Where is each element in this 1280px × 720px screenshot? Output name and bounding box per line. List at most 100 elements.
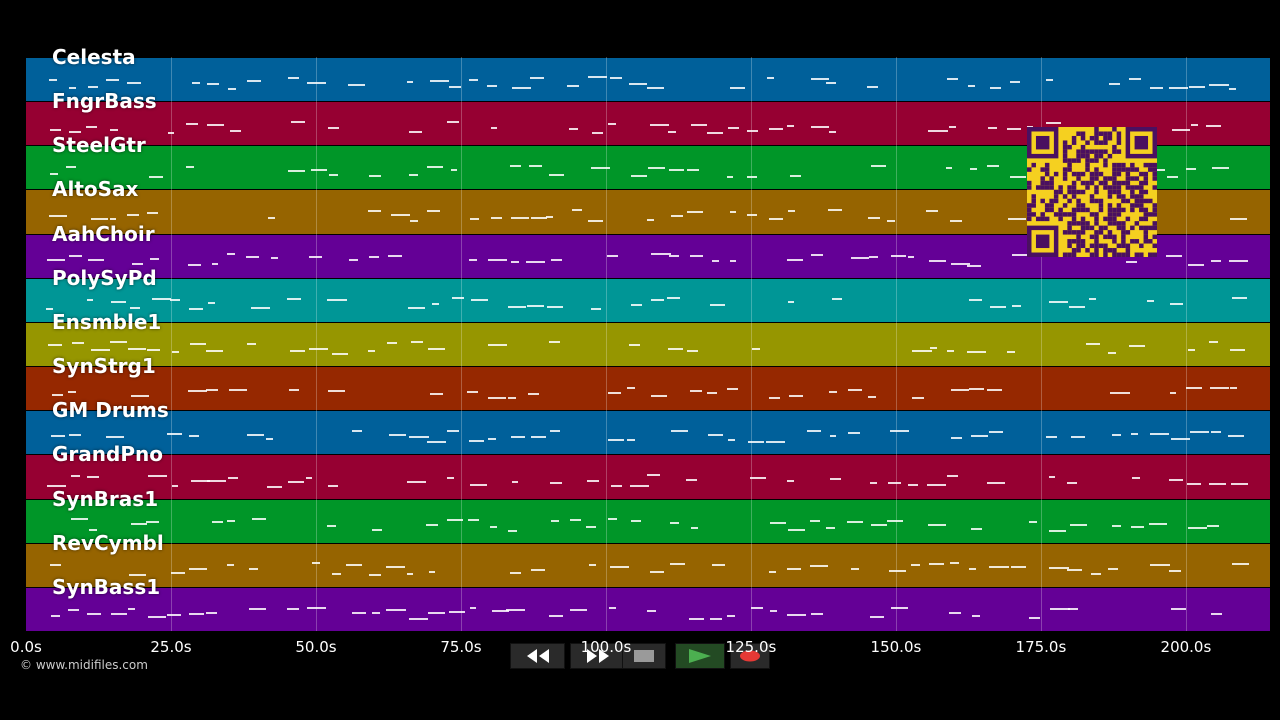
note-mark [928, 130, 948, 133]
note-mark [969, 387, 984, 390]
track-label: SynBras1 [52, 486, 159, 511]
note-mark [488, 397, 506, 400]
note-mark [130, 523, 148, 526]
track-lane[interactable] [26, 498, 1270, 543]
track-lane[interactable] [26, 542, 1270, 587]
note-mark [110, 341, 128, 344]
note-mark [388, 433, 406, 436]
note-mark [1046, 121, 1061, 124]
note-mark [471, 298, 488, 301]
note-mark [750, 606, 764, 609]
note-mark [527, 304, 545, 307]
track-lane[interactable] [26, 454, 1270, 499]
track-lane[interactable] [26, 277, 1270, 322]
note-mark [346, 563, 362, 566]
note-mark [46, 484, 66, 487]
note-mark [148, 474, 168, 477]
play-button[interactable] [675, 643, 725, 669]
note-mark [227, 477, 239, 480]
note-mark [130, 306, 141, 309]
note-mark [589, 563, 596, 566]
note-mark [188, 612, 205, 615]
note-mark [469, 484, 488, 487]
track-lane[interactable] [26, 57, 1270, 102]
note-mark [387, 254, 403, 257]
note-mark [406, 572, 414, 575]
note-mark [386, 565, 406, 568]
note-mark [1150, 433, 1170, 436]
note-mark [186, 122, 198, 125]
note-mark [68, 434, 81, 437]
note-mark [770, 522, 786, 525]
note-mark [247, 433, 265, 436]
note-mark [626, 438, 636, 441]
note-mark [1091, 573, 1102, 576]
note-mark [69, 86, 77, 89]
note-mark [1008, 217, 1026, 220]
note-mark [587, 219, 603, 222]
qr-code-graphic [1027, 127, 1157, 257]
note-mark [348, 259, 359, 262]
note-mark [509, 571, 521, 574]
note-mark [511, 435, 525, 438]
note-mark [51, 393, 63, 396]
note-mark [246, 342, 256, 345]
note-mark [990, 87, 1002, 90]
note-mark [147, 348, 160, 351]
note-mark [548, 341, 561, 344]
note-mark [1166, 255, 1182, 258]
note-mark [1211, 613, 1222, 616]
track-label: GM Drums [52, 398, 169, 423]
note-mark [468, 79, 479, 82]
track-label: FngrBass [52, 89, 157, 114]
note-mark [1067, 607, 1079, 610]
note-mark [1169, 303, 1183, 306]
note-mark [1168, 479, 1183, 482]
track-lane[interactable] [26, 321, 1270, 367]
note-mark [448, 86, 462, 89]
record-icon [740, 650, 760, 662]
note-mark [69, 131, 82, 133]
track-lane[interactable] [26, 366, 1270, 411]
note-mark [546, 306, 564, 309]
note-mark [187, 389, 207, 392]
note-mark [608, 518, 617, 521]
note-mark [727, 176, 734, 179]
note-mark [407, 306, 425, 309]
note-mark [667, 297, 681, 300]
note-mark [846, 521, 863, 524]
note-mark [49, 79, 57, 82]
note-mark [266, 438, 273, 441]
track-label: AltoSax [52, 177, 139, 202]
note-mark [109, 218, 117, 221]
note-mark [949, 612, 962, 615]
note-mark [289, 350, 305, 353]
note-mark [227, 88, 237, 91]
note-mark [847, 431, 860, 434]
note-mark [491, 126, 498, 129]
record-button[interactable] [730, 643, 770, 669]
stop-button[interactable] [622, 643, 666, 669]
note-mark [311, 562, 321, 565]
note-mark [249, 568, 258, 571]
note-mark [109, 128, 119, 131]
rewind-button[interactable] [510, 643, 565, 669]
note-mark [66, 166, 76, 169]
note-mark [1169, 569, 1182, 572]
note-mark [1186, 483, 1202, 486]
note-mark [529, 76, 544, 79]
track-lane[interactable] [26, 586, 1270, 631]
note-mark [46, 258, 65, 261]
track-lane[interactable] [26, 410, 1270, 455]
note-mark [371, 529, 382, 532]
note-mark [149, 258, 160, 261]
note-mark [1126, 261, 1137, 264]
note-mark [291, 121, 306, 124]
note-mark [1089, 298, 1097, 301]
note-mark [951, 262, 970, 265]
note-mark [567, 84, 579, 87]
note-mark [451, 297, 465, 300]
note-mark [886, 520, 904, 523]
note-mark [689, 255, 704, 258]
